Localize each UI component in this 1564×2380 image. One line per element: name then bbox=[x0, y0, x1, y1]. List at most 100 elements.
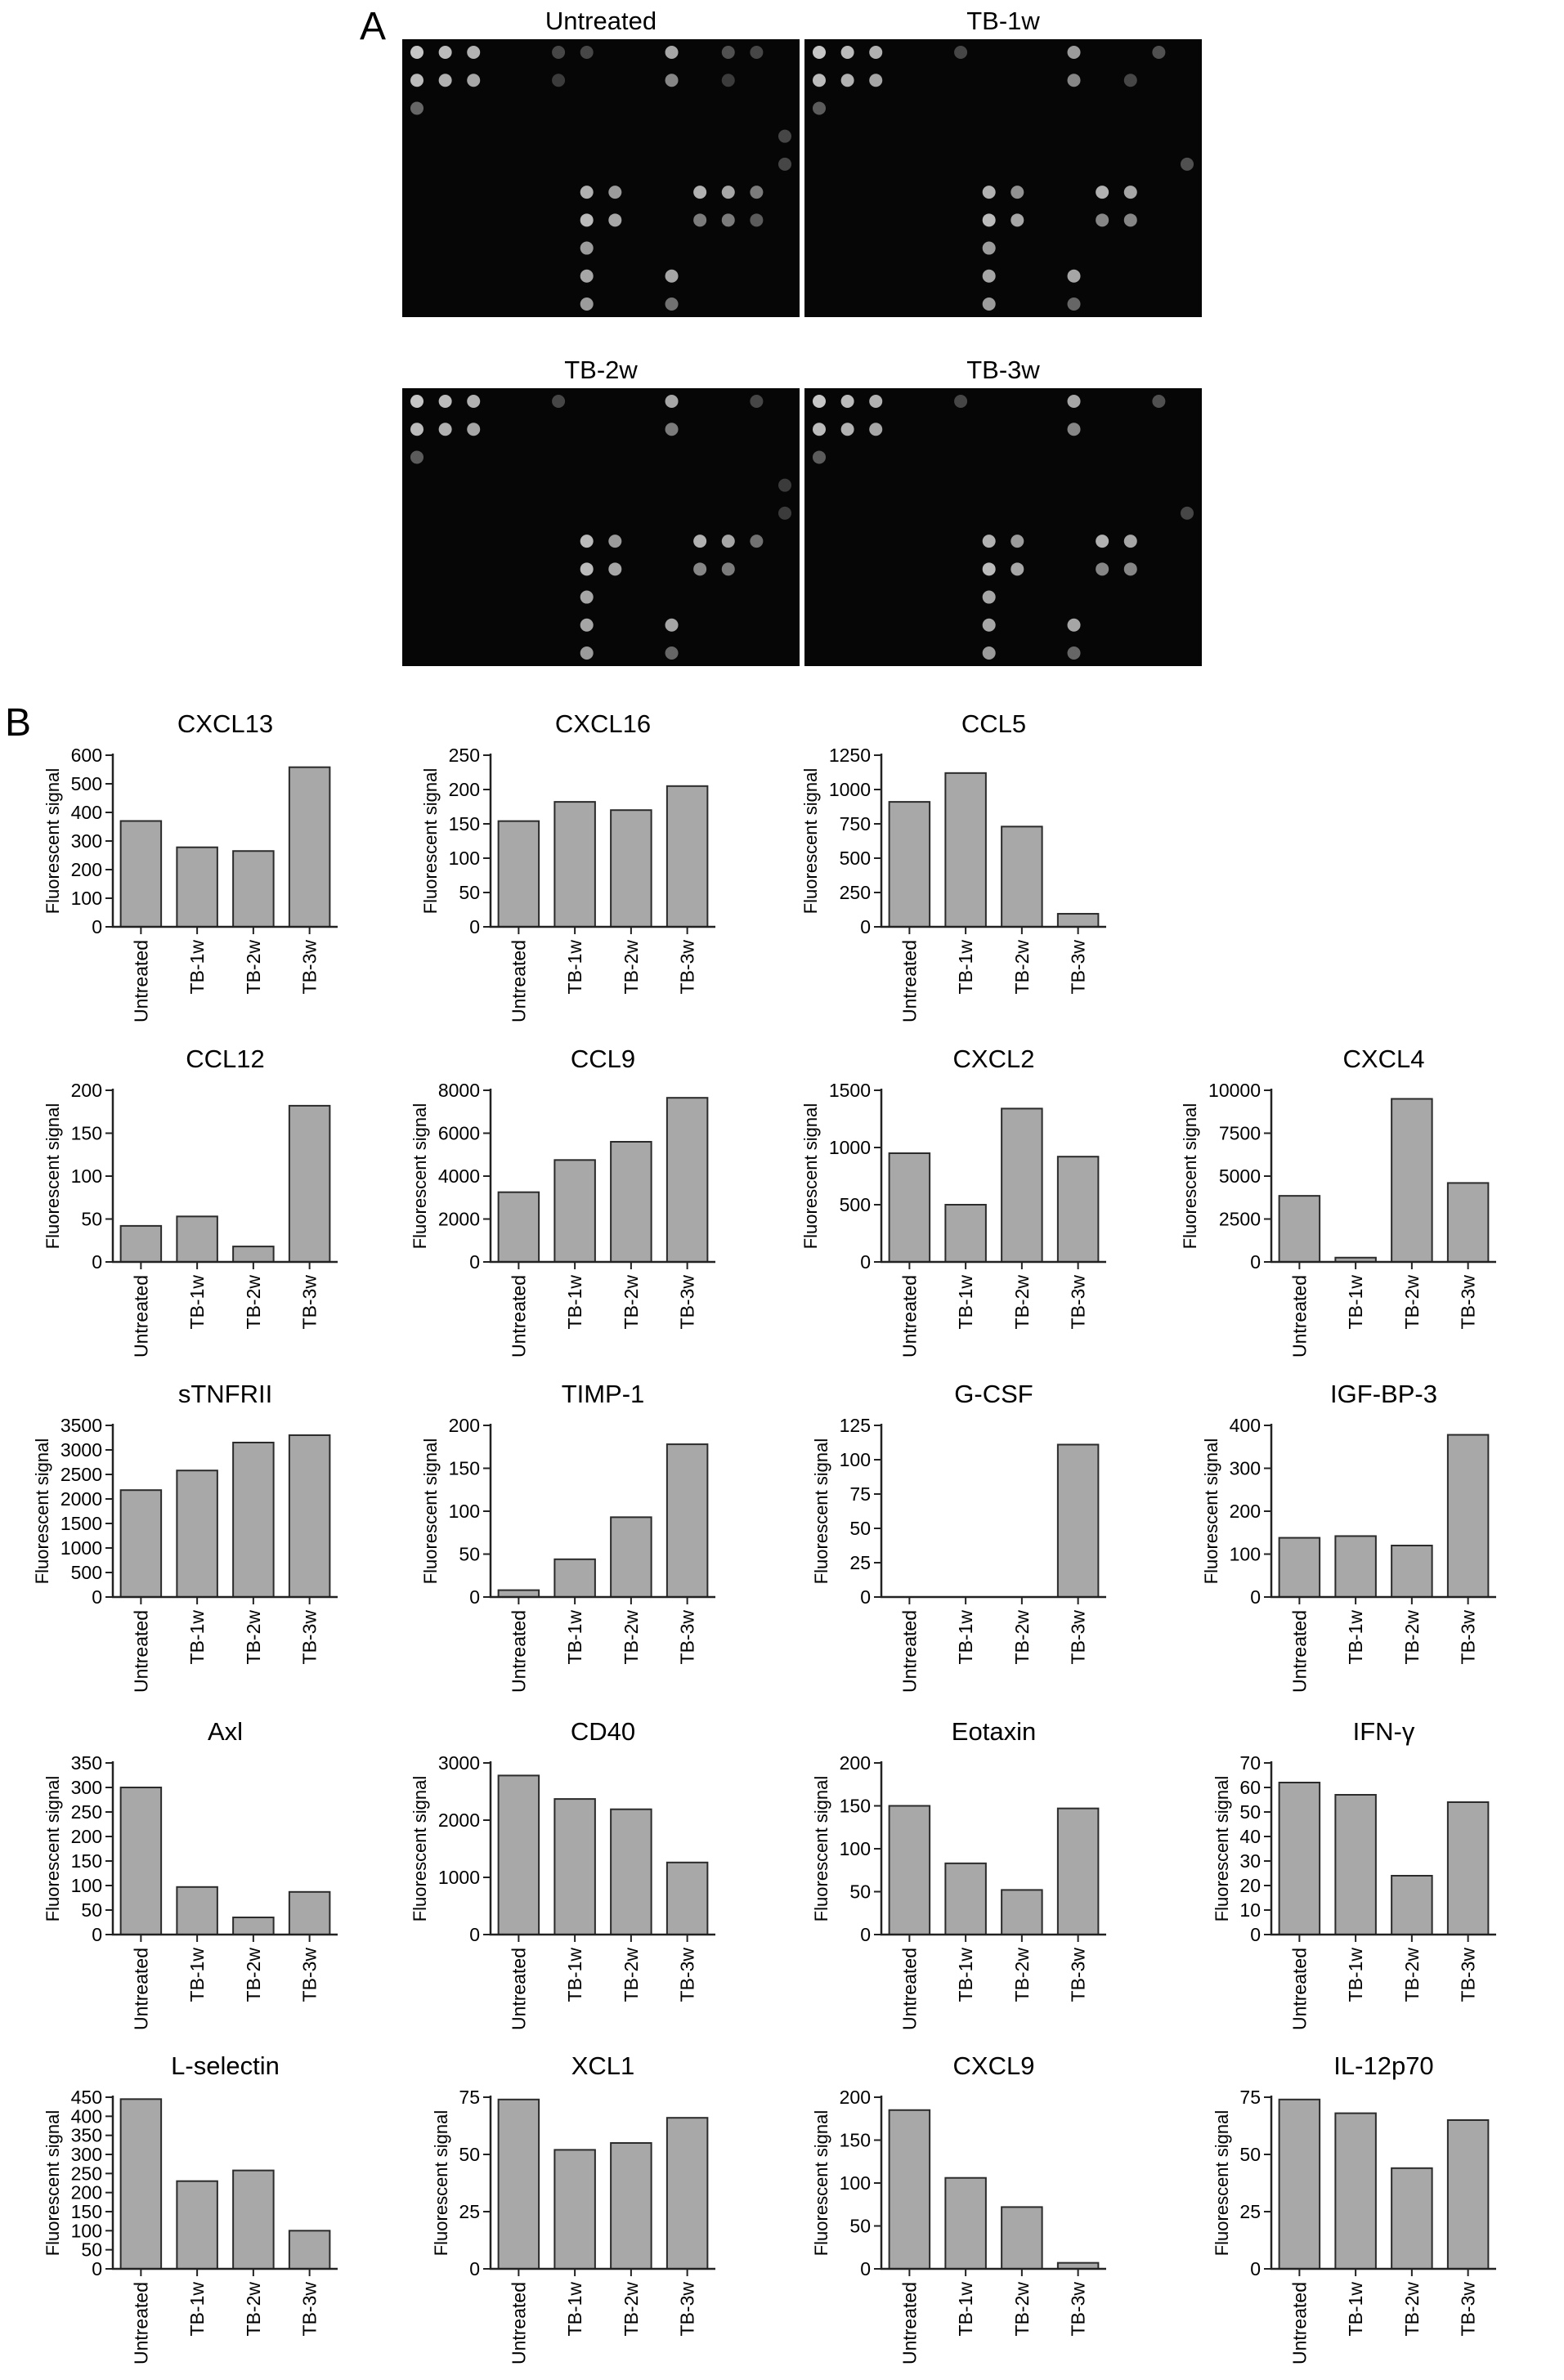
y-tick-label: 0 bbox=[469, 916, 480, 937]
bar-chart: Axl 0 50 100 150 200 250 300 350 Fluorescent sign… bbox=[43, 1717, 338, 2030]
y-tick-label: 40 bbox=[1239, 1826, 1261, 1847]
bar bbox=[119, 1787, 163, 1935]
y-tick-label: 100 bbox=[449, 1501, 480, 1522]
blot-spot bbox=[438, 423, 452, 436]
blot-spot bbox=[840, 46, 854, 59]
bar bbox=[232, 1442, 275, 1598]
y-axis-label: Fluorescent signal bbox=[420, 768, 441, 915]
y-tick-label: 250 bbox=[840, 882, 871, 903]
blot-spot bbox=[665, 395, 679, 408]
x-category-label: TB-2w bbox=[1011, 940, 1033, 995]
chart-title: CXCL2 bbox=[953, 1045, 1035, 1073]
bar bbox=[176, 2180, 218, 2270]
bar bbox=[176, 846, 218, 928]
chart-title: CXCL4 bbox=[1343, 1045, 1425, 1073]
axis-lines bbox=[880, 754, 1106, 928]
x-category-label: Untreated bbox=[1288, 1275, 1310, 1358]
bar bbox=[1056, 1443, 1100, 1599]
x-category-label: Untreated bbox=[508, 940, 529, 1022]
blot-spot bbox=[665, 74, 679, 87]
bar-chart: CCL5 0 250 500 750 1000 1250 Fluorescent signal… bbox=[800, 709, 1106, 1022]
blot-spot bbox=[608, 562, 622, 576]
x-category-label: TB-1w bbox=[186, 940, 208, 995]
y-tick-label: 200 bbox=[71, 1080, 102, 1101]
x-category-label: TB-1w bbox=[955, 2282, 976, 2337]
blot-spot bbox=[954, 395, 968, 408]
x-category-label: TB-1w bbox=[564, 940, 585, 995]
y-tick-label: 10 bbox=[1239, 1899, 1261, 1921]
y-tick-label: 100 bbox=[71, 888, 102, 909]
y-tick-label: 50 bbox=[459, 882, 480, 903]
y-tick-label: 3000 bbox=[438, 1752, 480, 1774]
x-category-label: Untreated bbox=[899, 2282, 920, 2364]
y-tick-label: 30 bbox=[1239, 1850, 1261, 1872]
bar bbox=[610, 1141, 652, 1263]
blot-spot bbox=[982, 269, 996, 283]
x-category-label: Untreated bbox=[1288, 1948, 1310, 2030]
x-category-label: TB-3w bbox=[1458, 1275, 1479, 1330]
y-tick-label: 0 bbox=[469, 1251, 480, 1273]
x-category-label: TB-1w bbox=[186, 1275, 208, 1330]
blot-spot bbox=[1123, 186, 1137, 199]
y-tick-label: 50 bbox=[459, 2144, 480, 2165]
y-tick-label: 500 bbox=[71, 1562, 102, 1583]
bar bbox=[888, 1152, 931, 1263]
blot-spot bbox=[438, 395, 452, 408]
bar bbox=[610, 1808, 652, 1935]
x-category-label: TB-1w bbox=[955, 1275, 976, 1330]
blot-spot bbox=[778, 157, 791, 171]
bar-chart: Eotaxin 0 50 100 150 200 Fluorescent signal Unt… bbox=[811, 1717, 1106, 2030]
chart-title: CD40 bbox=[571, 1717, 635, 1746]
x-category-label: TB-2w bbox=[1011, 2282, 1033, 2337]
blot-image: Untreated bbox=[402, 7, 800, 317]
blot-spot bbox=[665, 269, 679, 283]
blot-spot bbox=[608, 213, 622, 227]
y-axis-label: Fluorescent signal bbox=[43, 1103, 63, 1250]
bar bbox=[1391, 2167, 1433, 2270]
blot-spot bbox=[580, 241, 594, 255]
chart-title: L-selectin bbox=[171, 2051, 280, 2080]
x-category-label: TB-3w bbox=[299, 2282, 320, 2337]
bar bbox=[119, 2098, 163, 2270]
chart-title: G-CSF bbox=[954, 1380, 1033, 1408]
y-tick-label: 100 bbox=[840, 1449, 871, 1470]
x-category-label: Untreated bbox=[899, 1948, 920, 2030]
blot-spot bbox=[721, 213, 735, 227]
y-tick-label: 3500 bbox=[60, 1415, 102, 1436]
blot-spot bbox=[580, 46, 594, 59]
blot-spot bbox=[1011, 186, 1024, 199]
blot-image: TB-2w bbox=[402, 356, 800, 666]
y-tick-label: 0 bbox=[860, 2258, 871, 2279]
bar-chart: XCL1 0 25 50 75 Fluorescent signal Untreated TB… bbox=[431, 2051, 715, 2364]
blot-spot bbox=[608, 186, 622, 199]
bar bbox=[232, 1246, 275, 1263]
y-tick-label: 50 bbox=[459, 1544, 480, 1565]
axis-lines bbox=[880, 2096, 1106, 2270]
y-axis-label: Fluorescent signal bbox=[811, 1438, 831, 1585]
x-category-label: Untreated bbox=[508, 1275, 529, 1358]
y-tick-label: 0 bbox=[860, 916, 871, 937]
y-tick-label: 400 bbox=[71, 802, 102, 823]
x-category-label: TB-2w bbox=[1401, 1948, 1423, 2002]
blot-spot bbox=[982, 298, 996, 311]
bar bbox=[1001, 825, 1043, 928]
y-tick-label: 10000 bbox=[1208, 1080, 1261, 1101]
bar bbox=[1056, 1156, 1100, 1263]
x-category-label: TB-3w bbox=[677, 2282, 698, 2337]
axis-lines bbox=[489, 1089, 715, 1264]
y-tick-label: 150 bbox=[840, 1796, 871, 1817]
bar bbox=[232, 1917, 275, 1935]
axis-lines bbox=[1270, 2096, 1496, 2270]
y-tick-label: 500 bbox=[71, 773, 102, 794]
blot-spot bbox=[750, 535, 764, 548]
y-tick-label: 0 bbox=[469, 1586, 480, 1608]
axis-lines bbox=[111, 754, 338, 928]
blot-spot bbox=[467, 395, 481, 408]
bar bbox=[888, 801, 931, 928]
y-tick-label: 350 bbox=[71, 1752, 102, 1774]
blot-spot bbox=[608, 535, 622, 548]
blot-spot bbox=[982, 646, 996, 660]
bar bbox=[119, 1224, 163, 1264]
x-category-label: TB-2w bbox=[1401, 1610, 1423, 1665]
blot-spot bbox=[721, 186, 735, 199]
